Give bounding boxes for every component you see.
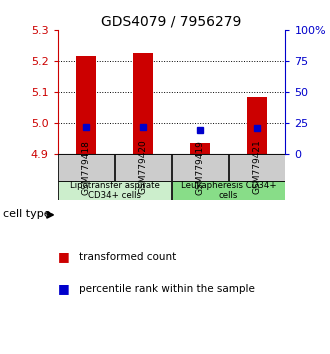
Bar — [172, 154, 228, 181]
Bar — [115, 154, 171, 181]
Text: ■: ■ — [58, 282, 70, 295]
Text: Lipotransfer aspirate
CD34+ cells: Lipotransfer aspirate CD34+ cells — [70, 181, 160, 200]
Bar — [172, 181, 285, 200]
Bar — [76, 56, 96, 154]
Bar — [190, 143, 210, 154]
Bar — [247, 97, 267, 154]
Text: transformed count: transformed count — [79, 252, 177, 262]
Bar — [133, 53, 153, 154]
Text: ■: ■ — [58, 250, 70, 263]
Text: GSM779420: GSM779420 — [139, 140, 148, 194]
Text: Leukapheresis CD34+
cells: Leukapheresis CD34+ cells — [181, 181, 276, 200]
Text: cell type: cell type — [3, 209, 51, 219]
Title: GDS4079 / 7956279: GDS4079 / 7956279 — [101, 15, 242, 29]
Text: GSM779419: GSM779419 — [196, 140, 205, 195]
Bar — [229, 154, 285, 181]
Bar — [58, 154, 115, 181]
Bar — [58, 181, 171, 200]
Text: GSM779418: GSM779418 — [82, 140, 91, 195]
Text: percentile rank within the sample: percentile rank within the sample — [79, 284, 255, 293]
Text: GSM779421: GSM779421 — [252, 140, 261, 194]
